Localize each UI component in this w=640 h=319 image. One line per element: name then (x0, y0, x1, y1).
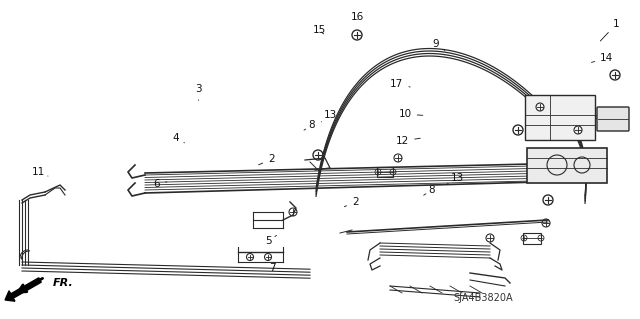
Text: 13: 13 (447, 173, 464, 184)
Text: 12: 12 (396, 136, 420, 146)
Text: 8: 8 (424, 185, 435, 195)
Text: 17: 17 (390, 78, 410, 89)
Text: 9: 9 (432, 39, 445, 50)
Text: 10: 10 (399, 109, 423, 119)
Text: SJA4B3820A: SJA4B3820A (453, 293, 513, 303)
FancyBboxPatch shape (597, 107, 629, 131)
Text: 8: 8 (304, 120, 315, 130)
Bar (377, 167, 393, 177)
Text: 4: 4 (172, 133, 184, 143)
Bar (523, 233, 541, 243)
Text: 2: 2 (344, 197, 358, 207)
Bar (527, 148, 607, 183)
Text: 2: 2 (259, 154, 275, 165)
Text: 13: 13 (321, 110, 337, 122)
Text: 16: 16 (351, 11, 364, 22)
Text: 15: 15 (313, 25, 326, 35)
Bar (525, 95, 595, 140)
Text: 6: 6 (154, 179, 167, 189)
Text: FR.: FR. (53, 278, 74, 288)
Text: 14: 14 (591, 53, 613, 63)
Text: 11: 11 (32, 167, 48, 177)
Text: 7: 7 (266, 262, 275, 273)
FancyArrow shape (5, 278, 41, 301)
Text: 5: 5 (266, 235, 276, 246)
Text: 1: 1 (600, 19, 620, 41)
Text: 3: 3 (195, 84, 202, 100)
